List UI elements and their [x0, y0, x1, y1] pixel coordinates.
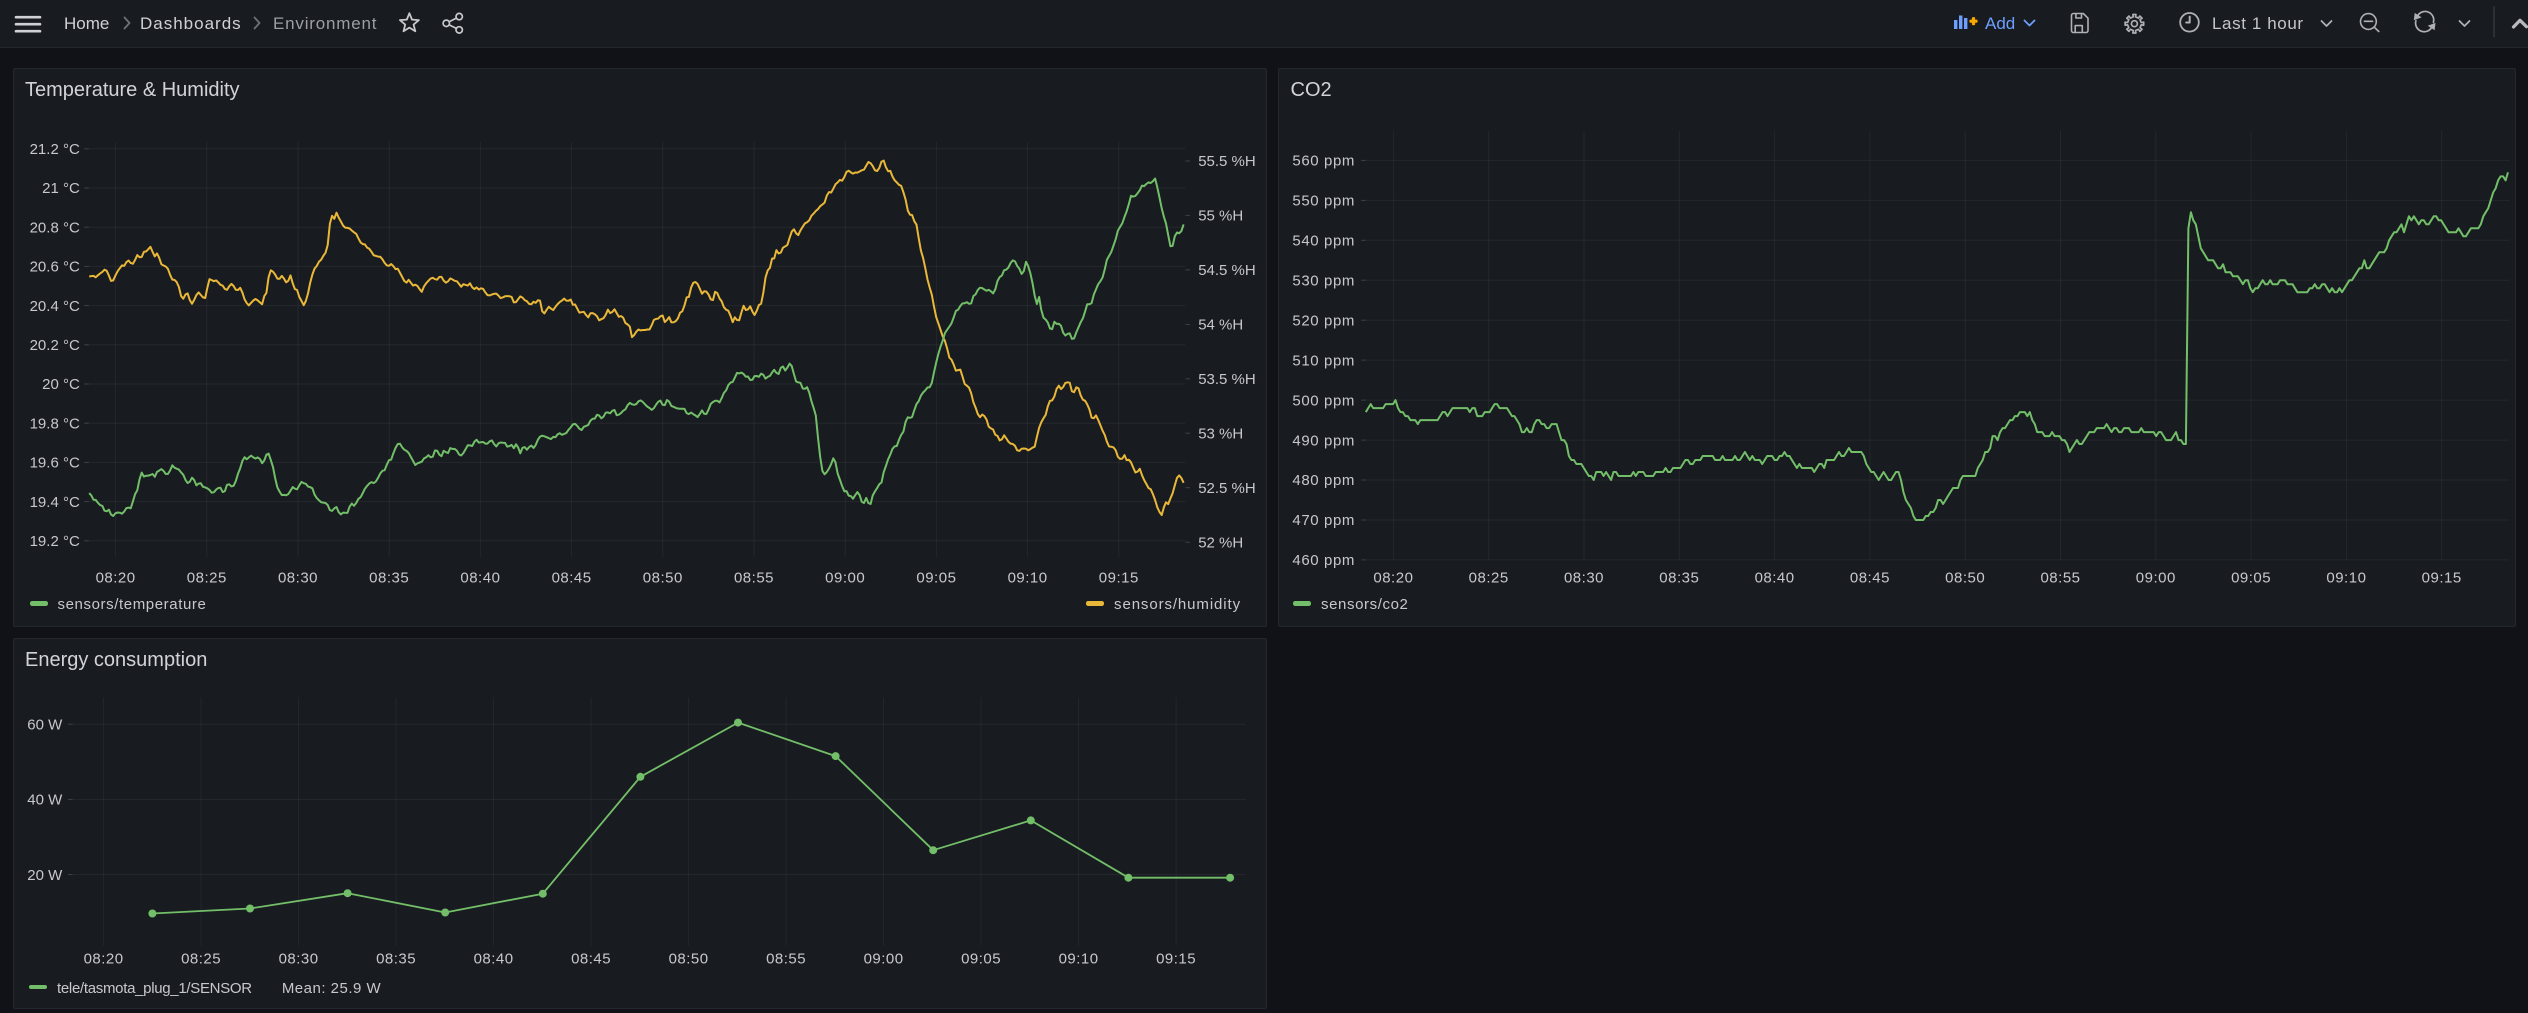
- svg-text:09:00: 09:00: [863, 950, 903, 967]
- svg-text:55.5 %H: 55.5 %H: [1198, 153, 1256, 170]
- svg-text:09:05: 09:05: [916, 569, 956, 586]
- svg-text:08:50: 08:50: [668, 950, 708, 967]
- svg-text:470 ppm: 470 ppm: [1292, 512, 1355, 529]
- svg-text:09:00: 09:00: [2136, 569, 2176, 586]
- svg-text:54.5 %H: 54.5 %H: [1198, 262, 1256, 279]
- svg-text:08:30: 08:30: [277, 569, 317, 586]
- svg-text:09:15: 09:15: [1098, 569, 1138, 586]
- svg-text:21.2 °C: 21.2 °C: [29, 141, 79, 158]
- svg-text:08:50: 08:50: [642, 569, 682, 586]
- svg-text:52.5 %H: 52.5 %H: [1198, 479, 1256, 496]
- svg-text:08:35: 08:35: [1659, 569, 1699, 586]
- svg-text:540 ppm: 540 ppm: [1292, 232, 1355, 249]
- svg-text:08:25: 08:25: [186, 569, 226, 586]
- svg-text:480 ppm: 480 ppm: [1292, 472, 1355, 489]
- svg-text:09:10: 09:10: [2326, 569, 2366, 586]
- svg-text:19.6 °C: 19.6 °C: [29, 454, 79, 471]
- svg-text:08:55: 08:55: [2040, 569, 2080, 586]
- svg-text:530 ppm: 530 ppm: [1292, 272, 1355, 289]
- svg-text:08:20: 08:20: [95, 569, 135, 586]
- svg-text:510 ppm: 510 ppm: [1292, 352, 1355, 369]
- svg-text:08:55: 08:55: [766, 950, 806, 967]
- svg-text:08:20: 08:20: [83, 950, 123, 967]
- svg-text:520 ppm: 520 ppm: [1292, 312, 1355, 329]
- svg-text:20.6 °C: 20.6 °C: [29, 258, 79, 275]
- svg-text:09:15: 09:15: [1156, 950, 1196, 967]
- svg-text:08:50: 08:50: [1945, 569, 1985, 586]
- svg-text:20.4 °C: 20.4 °C: [29, 297, 79, 314]
- svg-text:08:30: 08:30: [1564, 569, 1604, 586]
- svg-text:08:40: 08:40: [1755, 569, 1795, 586]
- svg-text:54 %H: 54 %H: [1198, 316, 1243, 333]
- svg-text:490 ppm: 490 ppm: [1292, 432, 1355, 449]
- svg-text:08:45: 08:45: [1850, 569, 1890, 586]
- svg-text:19.2 °C: 19.2 °C: [29, 533, 79, 550]
- svg-text:08:40: 08:40: [473, 950, 513, 967]
- svg-text:08:45: 08:45: [571, 950, 611, 967]
- svg-text:52 %H: 52 %H: [1198, 534, 1243, 551]
- svg-text:55 %H: 55 %H: [1198, 207, 1243, 224]
- svg-text:09:10: 09:10: [1007, 569, 1047, 586]
- svg-text:53.5 %H: 53.5 %H: [1198, 371, 1256, 388]
- svg-text:09:05: 09:05: [961, 950, 1001, 967]
- svg-text:08:40: 08:40: [460, 569, 500, 586]
- svg-text:500 ppm: 500 ppm: [1292, 392, 1355, 409]
- svg-text:08:35: 08:35: [369, 569, 409, 586]
- svg-text:20 W: 20 W: [27, 866, 63, 883]
- svg-text:20.2 °C: 20.2 °C: [29, 337, 79, 354]
- svg-text:19.4 °C: 19.4 °C: [29, 493, 79, 510]
- svg-text:19.8 °C: 19.8 °C: [29, 415, 79, 432]
- svg-text:40 W: 40 W: [27, 791, 63, 808]
- svg-text:09:15: 09:15: [2422, 569, 2462, 586]
- svg-text:460 ppm: 460 ppm: [1292, 552, 1355, 569]
- svg-text:08:25: 08:25: [1469, 569, 1509, 586]
- svg-text:09:00: 09:00: [825, 569, 865, 586]
- svg-text:08:30: 08:30: [278, 950, 318, 967]
- svg-text:08:35: 08:35: [376, 950, 416, 967]
- svg-text:09:05: 09:05: [2231, 569, 2271, 586]
- svg-text:08:45: 08:45: [551, 569, 591, 586]
- svg-text:550 ppm: 550 ppm: [1292, 192, 1355, 209]
- svg-text:20.8 °C: 20.8 °C: [29, 219, 79, 236]
- svg-text:53 %H: 53 %H: [1198, 425, 1243, 442]
- svg-text:60 W: 60 W: [27, 716, 63, 733]
- svg-text:08:20: 08:20: [1373, 569, 1413, 586]
- svg-text:20 °C: 20 °C: [42, 376, 80, 393]
- svg-text:09:10: 09:10: [1058, 950, 1098, 967]
- svg-text:08:55: 08:55: [733, 569, 773, 586]
- svg-text:21 °C: 21 °C: [42, 180, 80, 197]
- svg-text:560 ppm: 560 ppm: [1292, 152, 1355, 169]
- svg-text:08:25: 08:25: [181, 950, 221, 967]
